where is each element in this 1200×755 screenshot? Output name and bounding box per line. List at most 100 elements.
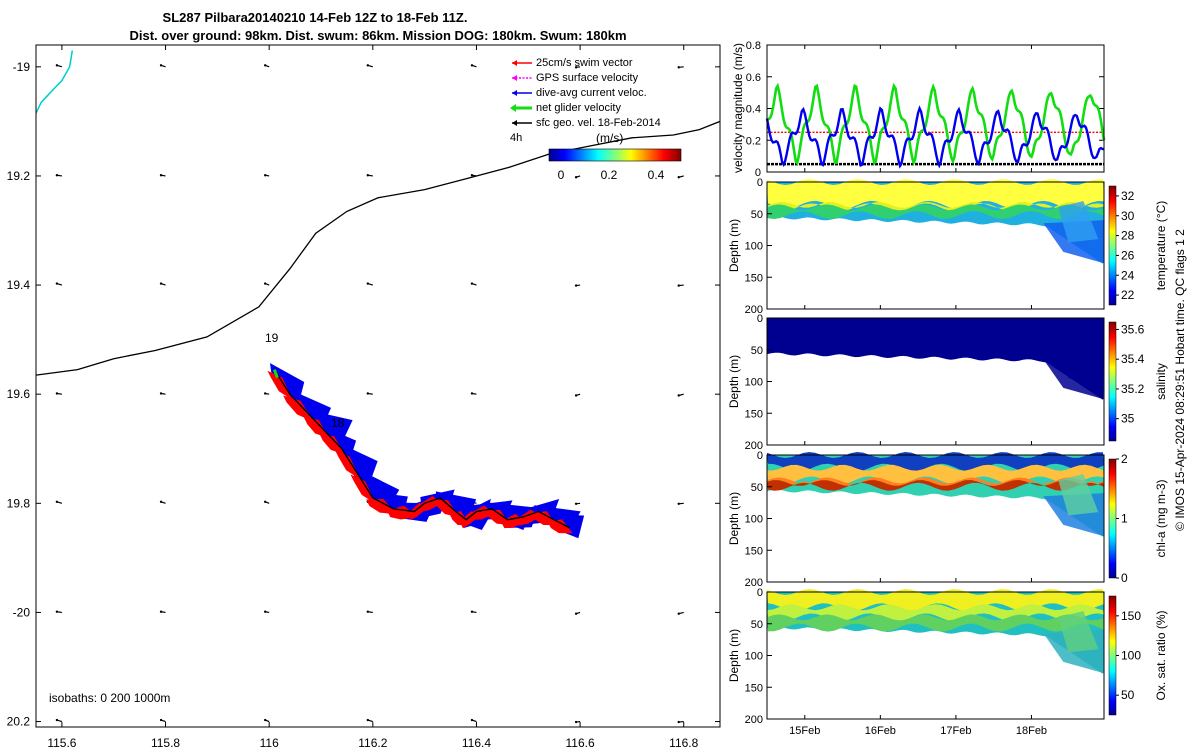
- geo-arrow-head: [470, 392, 474, 395]
- section-xtick-label: 16Feb: [865, 725, 896, 737]
- geo-arrow-head: [55, 610, 59, 613]
- geo-arrow-head: [574, 394, 578, 397]
- section-plume: [1058, 611, 1099, 653]
- map-ytick-label: 19.2: [7, 169, 31, 183]
- geo-arrow-head: [263, 500, 267, 504]
- section-xtick-label: 15Feb: [789, 725, 820, 737]
- section-ytick-label: 150: [745, 408, 763, 420]
- geo-arrow-head: [574, 66, 578, 69]
- legend-glider-label: net glider velocity: [536, 102, 621, 114]
- geo-arrow-head: [470, 174, 474, 177]
- legend-swim: 25cm/s swim vector: [512, 57, 633, 69]
- geo-arrow-head: [55, 718, 59, 722]
- section-ytick-label: 0: [757, 177, 763, 189]
- section-layer: [767, 480, 1104, 491]
- glider-track: [267, 363, 585, 539]
- section-ytick-label: 100: [745, 514, 763, 526]
- section-colorbar: [1108, 458, 1117, 579]
- title-line-1: SL287 Pilbara20140210 14-Feb 12Z to 18-F…: [163, 10, 468, 25]
- legend-current: dive-avg current veloc.: [512, 87, 647, 99]
- velocity-ytick-label: 0: [755, 167, 761, 179]
- geo-arrow-head: [366, 282, 370, 285]
- section-plume: [1058, 337, 1099, 379]
- legend-geo: sfc geo. vel. 18-Feb-2014: [512, 117, 661, 129]
- geo-arrow-head: [574, 720, 578, 724]
- swim-vector-band: [547, 519, 573, 534]
- map-ytick-label: 19.8: [7, 496, 31, 510]
- section-ytick-label: 50: [751, 482, 763, 494]
- map-panel: 115.6 115.8 116 116.2 116.4 116.6 116.8 -19 19.…: [7, 44, 721, 750]
- section-ytick-label: 50: [751, 345, 763, 357]
- velocity-ytick-label: 0.2: [746, 135, 761, 147]
- section-colorbar: [1108, 321, 1117, 442]
- map-xtick-label: 115.8: [151, 736, 180, 750]
- map-ytick-label: 20.2: [7, 715, 31, 729]
- colorbar-tick-label: 50: [1121, 688, 1135, 702]
- map-xtick-label: 116.4: [462, 736, 491, 750]
- geo-arrow-head: [55, 282, 59, 285]
- colorbar-tick-label: 32: [1121, 189, 1135, 203]
- section-colorbar: [1108, 185, 1117, 306]
- isobath-line: [36, 120, 720, 376]
- section-chla: 0 50 100 150 200 Depth (m) 0 1 2 chl-a (mg m-3): [727, 450, 1168, 589]
- section-plume: [1058, 474, 1099, 516]
- geo-arrow-head: [55, 500, 59, 504]
- section-xtick-label: 17Feb: [940, 725, 971, 737]
- map-xtick-label: 116: [260, 736, 279, 750]
- colorbar-tick-label: 0: [1121, 571, 1128, 585]
- geo-arrow-head: [677, 176, 680, 179]
- swim-vector-band: [267, 370, 293, 401]
- geo-arrow-head: [366, 64, 370, 67]
- geo-arrow-head: [159, 174, 163, 177]
- track-line: [273, 369, 571, 529]
- geo-arrow-head: [470, 610, 474, 613]
- geo-arrow-head: [470, 718, 474, 722]
- section-ytick-label: 150: [745, 545, 763, 557]
- section-layer: [767, 179, 1104, 209]
- map-ytick-label: 19.6: [7, 387, 31, 401]
- colorbar-tick-0: 0: [558, 168, 565, 182]
- velocity-ytick-label: 0.4: [746, 104, 761, 116]
- section-ytick-label: 100: [745, 377, 763, 389]
- section-ytick-label: 150: [745, 682, 763, 694]
- geo-arrow-head: [159, 282, 163, 285]
- isobath-legend: isobaths: 0 200 1000m: [49, 691, 170, 705]
- map-colorbar: [548, 148, 682, 162]
- colorbar-label: (m/s): [596, 131, 623, 145]
- geo-arrow-head: [677, 284, 680, 287]
- map-xtick-label: 116.2: [358, 736, 387, 750]
- net-velocity-mark: [272, 369, 279, 379]
- map-xtick-label: 116.8: [669, 736, 698, 750]
- geo-arrow-head: [263, 174, 267, 177]
- geo-arrow-head: [263, 64, 267, 67]
- velocity-axis: 0 0.2 0.4 0.6 0.8: [746, 40, 1104, 179]
- legend-gps: GPS surface velocity: [512, 72, 639, 84]
- section-ytick-label: 50: [751, 209, 763, 221]
- colorbar-tick-label: 24: [1121, 268, 1135, 282]
- velocity-panel: 0 0.2 0.4 0.6 0.8 velocity magnitude (m/s): [731, 40, 1106, 179]
- colorbar-tick-label: 30: [1121, 209, 1135, 223]
- geo-arrow-head: [159, 500, 163, 504]
- geo-arrow-head: [366, 392, 370, 395]
- legend-swim-label: 25cm/s swim vector: [536, 57, 633, 69]
- legend-note: 4h: [510, 132, 522, 144]
- geo-velocity-arrows: [55, 64, 684, 724]
- day-label-18: 18: [331, 416, 345, 430]
- colorbar-tick-label: 100: [1121, 649, 1141, 663]
- section-ytick-label: 0: [757, 313, 763, 325]
- section-ytick-label: 0: [757, 450, 763, 462]
- geo-arrow-head: [574, 502, 578, 506]
- colorbar-tick-label: 35.4: [1121, 352, 1145, 366]
- section-oxygen: 0 50 100 150 200 Depth (m) 50 100 150 Ox. sat. ra…: [727, 587, 1168, 737]
- section-salinity: 0 50 100 150 200 Depth (m) 35 35.2 35.4 35.6 salin…: [727, 313, 1168, 452]
- map-ytick-label: -20: [13, 605, 31, 619]
- section-ytick-label: 200: [745, 577, 763, 589]
- geo-arrow-head: [677, 502, 680, 506]
- geo-arrow-head: [159, 610, 163, 613]
- section-colorbar: [1108, 595, 1117, 716]
- colorbar-tick-label: 35.2: [1121, 382, 1145, 396]
- map-xtick-label: 115.6: [47, 736, 76, 750]
- map-x-ticks: 115.6 115.8 116 116.2 116.4 116.6 116.8: [47, 45, 699, 750]
